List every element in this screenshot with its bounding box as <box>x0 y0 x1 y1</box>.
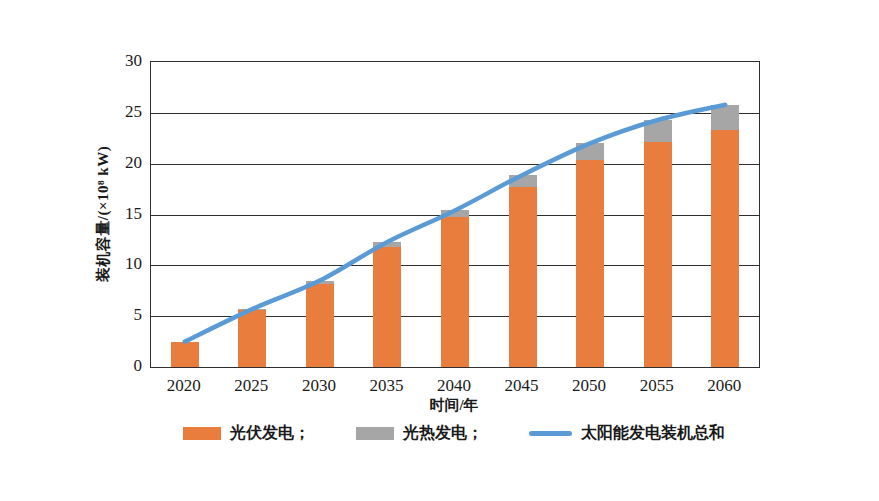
y-tick-0: 0 <box>106 356 142 376</box>
legend-label-total: 太阳能发电装机总和 <box>581 423 725 444</box>
y-tick-30: 30 <box>106 51 142 71</box>
x-tick-2050: 2050 <box>556 376 622 396</box>
y-tick-20: 20 <box>106 153 142 173</box>
x-tick-2035: 2035 <box>353 376 419 396</box>
total-line-path <box>185 105 725 342</box>
x-tick-2045: 2045 <box>489 376 555 396</box>
x-tick-2040: 2040 <box>421 376 487 396</box>
x-tick-2025: 2025 <box>218 376 284 396</box>
solar-capacity-chart: 装机容量/(×10⁸ kW) 051015202530 202020252030… <box>0 0 879 501</box>
x-axis-title: 时间/年 <box>150 396 758 415</box>
x-tick-2055: 2055 <box>624 376 690 396</box>
y-tick-10: 10 <box>106 254 142 274</box>
legend-swatch-total <box>529 431 572 436</box>
y-tick-25: 25 <box>106 102 142 122</box>
legend-swatch-pv <box>183 427 221 440</box>
total-line <box>151 62 759 367</box>
legend-item-total: 太阳能发电装机总和 <box>529 423 725 444</box>
legend-item-csp: 光热发电； <box>356 423 483 444</box>
legend-label-csp: 光热发电； <box>403 423 483 444</box>
legend-label-pv: 光伏发电； <box>230 423 310 444</box>
x-tick-2030: 2030 <box>286 376 352 396</box>
legend-swatch-csp <box>356 427 394 440</box>
plot-area <box>150 61 760 368</box>
legend: 光伏发电； 光热发电； 太阳能发电装机总和 <box>150 423 758 444</box>
y-tick-5: 5 <box>106 305 142 325</box>
y-tick-15: 15 <box>106 204 142 224</box>
x-tick-2060: 2060 <box>691 376 757 396</box>
legend-item-pv: 光伏发电； <box>183 423 310 444</box>
x-tick-2020: 2020 <box>151 376 217 396</box>
